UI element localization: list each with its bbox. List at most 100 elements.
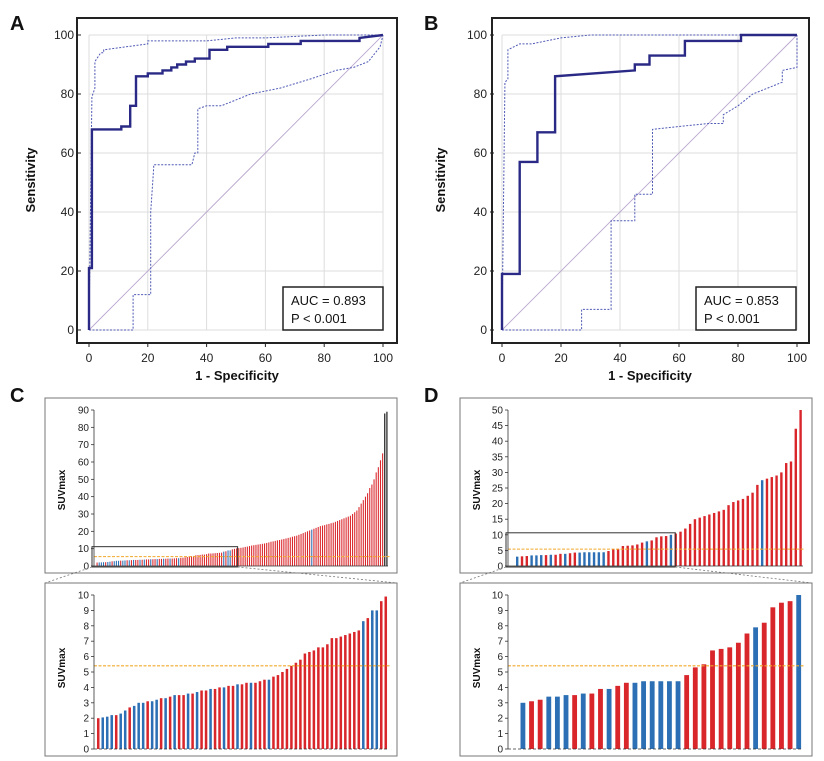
waterfall-d-top-bar	[616, 548, 620, 566]
waterfall-d-inset-y-tick-label: 6	[497, 652, 503, 663]
waterfall-d-top-bar	[516, 556, 519, 566]
waterfall-d-top-bar	[564, 553, 567, 566]
roc-a-y-ticks: 0 20 40 60 80 100	[54, 28, 81, 337]
waterfall-c-top-bar	[319, 526, 321, 566]
waterfall-c-top-bar	[324, 525, 326, 566]
waterfall-d-inset-bar	[658, 681, 664, 749]
roc-b-auc-text: AUC = 0.853	[704, 293, 779, 308]
waterfall-d-top-bar	[746, 495, 749, 566]
waterfall-d-top-frame	[459, 397, 813, 574]
waterfall-c-inset-bar	[177, 695, 181, 749]
waterfall-c-inset-bar	[173, 695, 176, 749]
waterfall-d-top-y-ticks: 0 5 10 15 20 25 30 35 40 45 50	[492, 406, 508, 573]
waterfall-c-top-bar	[236, 548, 238, 566]
waterfall-d-inset-axis	[507, 595, 803, 750]
roc-a-p-text: P < 0.001	[291, 311, 347, 326]
roc-a-x-ticks: 0 20 40 60 80 100	[86, 343, 393, 365]
waterfall-c-inset-bar	[231, 685, 235, 749]
waterfall-c-top-bar	[145, 559, 147, 566]
waterfall-c-inset-bar	[182, 695, 185, 749]
roc-b-p-text: P < 0.001	[704, 311, 760, 326]
roc-b-annotation-box	[695, 286, 797, 331]
roc-a-x-tick-label: 20	[141, 351, 155, 365]
waterfall-c-inset-bar	[105, 716, 109, 749]
waterfall-c-inset-bar	[213, 688, 217, 749]
waterfall-c-top-bar	[259, 544, 261, 566]
waterfall-d-inset-bar	[770, 607, 776, 749]
roc-b-x-tick-label: 40	[613, 351, 627, 365]
waterfall-c-inset-bar	[303, 653, 307, 749]
waterfall-d-top-bar	[588, 552, 591, 566]
waterfall-c-top-bar	[328, 523, 330, 566]
roc-b-y-tick-label: 20	[474, 264, 488, 278]
waterfall-c-top-bar	[337, 520, 339, 566]
waterfall-d-inset-bar	[520, 702, 526, 749]
waterfall-c-top-bar	[334, 521, 336, 566]
waterfall-c-inset-bar	[285, 668, 289, 749]
waterfall-d-inset-y-tick-label: 10	[492, 591, 504, 602]
waterfall-c-top-bar	[197, 555, 199, 566]
waterfall-c-inset-bar	[200, 690, 203, 749]
waterfall-c-top-bar	[276, 540, 278, 566]
waterfall-c-top-bar	[300, 533, 302, 566]
waterfall-d-inset-bar	[563, 695, 569, 749]
waterfall-c-top-bar	[96, 562, 98, 566]
waterfall-c-inset-bar	[357, 630, 361, 749]
waterfall-c-top-bar	[165, 558, 167, 566]
waterfall-c-top-bar	[152, 559, 154, 566]
waterfall-d-top-bar	[583, 552, 586, 566]
waterfall-c-inset-bar	[366, 618, 370, 749]
waterfall-c-top-y-axis-label: SUVmax	[57, 469, 68, 510]
waterfall-c-inset-y-tick-label: 10	[78, 591, 90, 602]
waterfall-c-top-bar	[373, 479, 375, 566]
waterfall-c-top-bar	[137, 559, 139, 566]
roc-b-reference-line-path	[501, 34, 798, 331]
waterfall-c-top-bar	[120, 560, 122, 566]
waterfall-c-top-bar	[270, 541, 272, 566]
waterfall-d-top-y-tick-label: 20	[492, 499, 504, 510]
waterfall-c-top-bar	[272, 541, 274, 566]
waterfall-c-inset-bar	[218, 687, 221, 749]
waterfall-d-top-bar	[703, 516, 706, 566]
waterfall-c-inset-y-tick-label: 8	[83, 621, 89, 632]
waterfall-c-inset-bar	[114, 715, 118, 749]
waterfall-d-inset-bar	[735, 642, 741, 749]
waterfall-c-inset-bar	[119, 713, 122, 749]
waterfall-c-inset-bar	[204, 690, 208, 749]
waterfall-d-top-bar	[568, 553, 572, 566]
waterfall-c-inset-bar	[254, 682, 257, 749]
waterfall-d-top-y-tick-label: 5	[497, 546, 503, 557]
waterfall-c-top-bar	[285, 538, 287, 566]
waterfall-c-top-bar	[229, 550, 231, 566]
waterfall-c-top-bar	[169, 558, 171, 566]
waterfall-d-top-bar	[765, 478, 769, 566]
waterfall-c-top-bar	[141, 559, 143, 566]
waterfall-d-inset-bar	[632, 682, 638, 749]
waterfall-c-top-bar	[212, 553, 214, 566]
waterfall-c-top-bar	[356, 510, 358, 566]
waterfall-d-inset-bar	[701, 664, 707, 749]
waterfall-c-inset-y-tick-label: 4	[83, 683, 89, 694]
roc-a-x-tick-label: 80	[318, 351, 332, 365]
waterfall-c-inset-y-tick-label: 1	[83, 729, 89, 740]
waterfall-c-top-bar	[160, 558, 163, 566]
waterfall-c-inset-bar	[227, 685, 230, 749]
waterfall-c-top-bar	[360, 503, 362, 566]
waterfall-c-top-bar	[294, 536, 296, 566]
waterfall-d-top-bar	[636, 544, 639, 566]
roc-a-y-axis-label: Sensitivity	[23, 147, 38, 213]
waterfall-c-top-bar	[148, 559, 150, 566]
waterfall-c-inset-bar	[384, 596, 388, 749]
waterfall-c-top-bar	[167, 558, 169, 566]
waterfall-c-top-bar	[216, 553, 218, 566]
waterfall-c-top-bar	[349, 515, 351, 566]
waterfall-c-top-bar	[339, 520, 341, 566]
roc-a-y-tick-label: 80	[61, 87, 75, 101]
waterfall-d-inset-bar	[649, 681, 655, 749]
waterfall-c-top-bar	[279, 540, 281, 566]
waterfall-c-top-bar	[233, 548, 236, 566]
waterfall-c-inset-bar	[267, 679, 271, 749]
roc-b-y-tick-label: 0	[480, 323, 487, 337]
waterfall-d-top-bar	[650, 540, 653, 566]
waterfall-c-inset-y-tick-label: 9	[83, 606, 89, 617]
